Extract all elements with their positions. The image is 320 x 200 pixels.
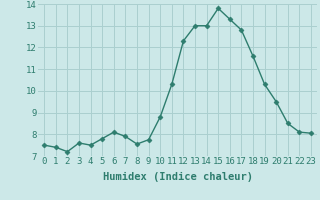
X-axis label: Humidex (Indice chaleur): Humidex (Indice chaleur) [103, 172, 252, 182]
